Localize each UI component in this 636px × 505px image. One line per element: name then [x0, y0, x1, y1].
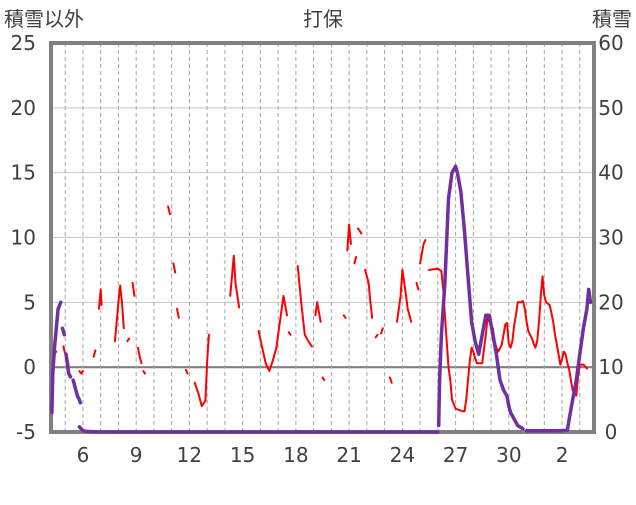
series-right-line — [524, 287, 593, 433]
series-left-line — [184, 368, 189, 375]
right-tick-label: 10 — [598, 355, 623, 379]
series-right-line — [60, 326, 67, 337]
series-right-line — [64, 352, 73, 379]
x-tick-label: 2 — [556, 443, 569, 467]
left-tick-label: 0 — [23, 355, 36, 379]
series-left-line — [78, 370, 84, 375]
x-tick-label: 12 — [177, 443, 202, 467]
right-tick-label: 50 — [598, 96, 623, 120]
chart-title: 打保 — [303, 7, 343, 31]
series-left-line — [257, 294, 288, 373]
series-left-line — [193, 333, 210, 408]
series-left-line — [167, 205, 171, 216]
series-left-line — [229, 254, 241, 309]
left-tick-label: 20 — [11, 96, 36, 120]
right-axis-label: 積雪 — [592, 7, 632, 31]
left-tick-label: 10 — [11, 226, 36, 250]
x-tick-label: 24 — [390, 443, 415, 467]
series-right-line — [77, 425, 440, 434]
series-left-line — [287, 331, 292, 336]
series-left-line — [380, 327, 384, 335]
left-tick-label: 15 — [11, 161, 36, 185]
series-left-line — [353, 255, 358, 265]
label-layer: 打保 積雪以外 積雪 -5 0 5 10 15 20 25 0 10 20 30 40 50 60 6 9 12… — [4, 7, 632, 467]
left-tick-label: -5 — [16, 420, 36, 444]
x-tick-label: 9 — [130, 443, 143, 467]
series-left-line — [396, 268, 413, 323]
series-left-line — [428, 267, 588, 413]
series-left-line — [137, 346, 143, 365]
series-left-line — [364, 268, 374, 319]
series-layer — [50, 164, 593, 434]
series-right-line — [71, 378, 83, 405]
right-tick-label: 40 — [598, 161, 623, 185]
series-left-line — [321, 376, 326, 382]
series-left-line — [314, 301, 322, 323]
right-tick-label: 20 — [598, 290, 623, 314]
right-tick-label: 0 — [605, 420, 618, 444]
series-left-line — [92, 349, 97, 358]
left-axis-label: 積雪以外 — [4, 7, 84, 31]
x-tick-label: 6 — [77, 443, 90, 467]
series-left-line — [97, 288, 103, 310]
series-left-line — [126, 337, 131, 343]
series-left-line — [357, 227, 363, 235]
right-tick-label: 30 — [598, 226, 623, 250]
series-left-line — [415, 281, 420, 291]
series-left-line — [342, 314, 347, 319]
series-left-line — [374, 333, 379, 339]
series-left-line — [131, 281, 136, 297]
series-right-line — [50, 300, 63, 415]
series-left-line — [346, 223, 352, 252]
series-right-line — [436, 164, 525, 431]
right-tick-label: 60 — [598, 31, 623, 55]
series-left-line — [142, 370, 146, 375]
left-tick-label: 25 — [11, 31, 36, 55]
series-left-line — [419, 239, 427, 265]
x-tick-label: 18 — [283, 443, 308, 467]
grid-layer — [51, 43, 594, 432]
x-tick-label: 21 — [336, 443, 361, 467]
x-tick-label: 27 — [443, 443, 468, 467]
series-left-line — [172, 262, 177, 274]
x-tick-label: 15 — [230, 443, 255, 467]
series-left-line — [113, 284, 125, 343]
x-tick-label: 30 — [496, 443, 521, 467]
left-tick-label: 5 — [23, 290, 36, 314]
series-left-line — [296, 265, 313, 348]
series-left-line — [176, 307, 180, 319]
series-left-line — [388, 376, 393, 384]
